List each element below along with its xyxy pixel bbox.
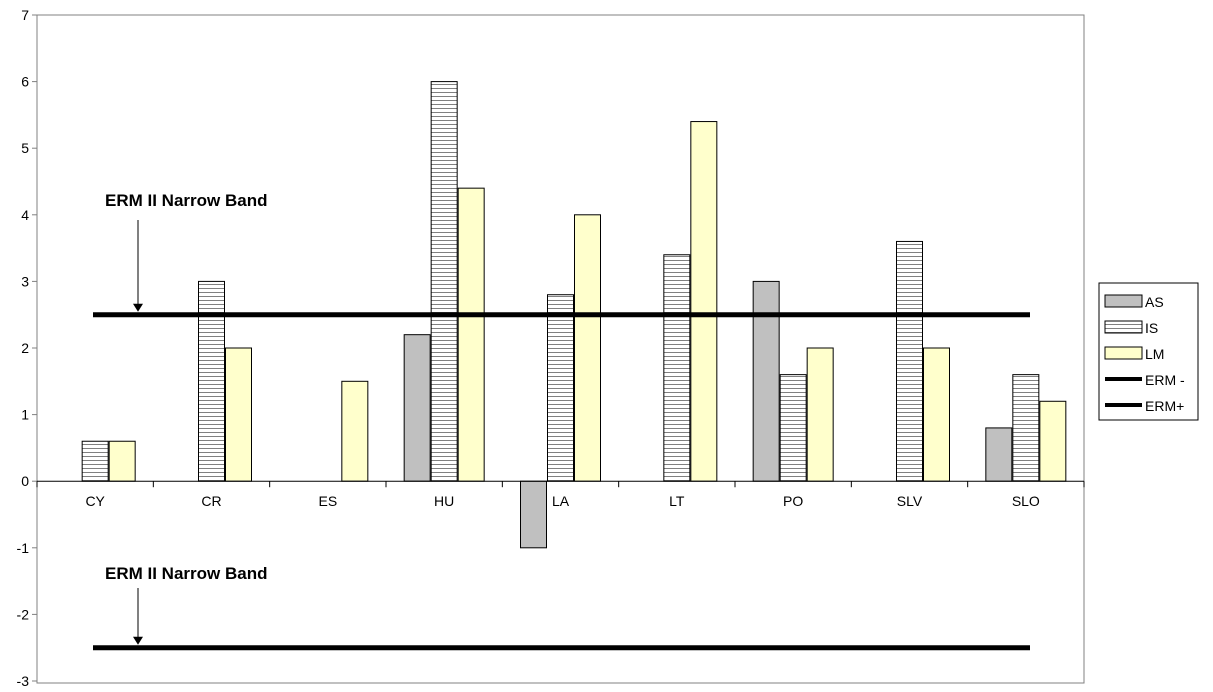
legend-swatch-as	[1104, 294, 1143, 308]
bar-lm-hu	[457, 187, 485, 482]
bar-is-hu	[430, 81, 458, 482]
bar-lm-lt	[690, 121, 718, 482]
y-tick-label: 6	[21, 74, 29, 90]
x-tick-label: LA	[552, 493, 570, 509]
bar-as-po	[752, 280, 780, 482]
bar-is-slv	[896, 240, 923, 482]
bar-as-la	[520, 480, 547, 549]
plot-area	[36, 14, 1085, 684]
x-tick-label: HU	[434, 493, 454, 509]
x-tick-label: CR	[201, 493, 221, 509]
legend-swatch-lm	[1104, 346, 1143, 360]
legend-label: AS	[1145, 294, 1164, 310]
y-tick-label: 5	[21, 140, 29, 156]
bar-is-slo	[1012, 374, 1040, 482]
bar-as-slo	[985, 427, 1013, 482]
y-tick-label: -2	[17, 606, 30, 622]
y-tick-label: 3	[21, 273, 29, 289]
bar-is-po	[779, 374, 807, 482]
bar-lm-cy	[108, 440, 136, 482]
bar-is-la	[547, 294, 574, 482]
x-tick-label: PO	[783, 493, 803, 509]
x-tick-label: SLV	[897, 493, 923, 509]
bar-lm-es	[341, 380, 369, 482]
x-tick-label: SLO	[1012, 493, 1040, 509]
bar-lm-po	[806, 347, 834, 482]
legend-label: ERM+	[1145, 398, 1184, 414]
annotation-arrowhead	[133, 303, 143, 312]
annotation-erm-narrow-band: ERM II Narrow Band	[105, 191, 267, 210]
y-tick-label: -1	[17, 540, 30, 556]
y-tick-label: 1	[21, 407, 29, 423]
y-tick-label: 7	[21, 7, 29, 23]
y-tick-label: 2	[21, 340, 29, 356]
x-tick-label: LT	[669, 493, 685, 509]
bar-lm-la	[574, 214, 601, 482]
legend-swatch-is	[1104, 320, 1143, 334]
bar-is-lt	[663, 254, 691, 482]
y-tick-label: 0	[21, 473, 29, 489]
legend-label: IS	[1145, 320, 1158, 336]
bar-is-cr	[198, 280, 225, 482]
legend-label: ERM -	[1145, 372, 1185, 388]
bar-is-cy	[81, 440, 109, 482]
x-tick-label: CY	[85, 493, 105, 509]
legend-label: LM	[1145, 346, 1164, 362]
bar-lm-cr	[225, 347, 252, 482]
bar-as-hu	[403, 334, 431, 482]
annotation-arrowhead	[133, 636, 143, 645]
bar-lm-slv	[923, 347, 950, 482]
x-tick-label: ES	[318, 493, 337, 509]
y-tick-label: 4	[21, 207, 29, 223]
bar-lm-slo	[1039, 400, 1067, 482]
y-tick-label: -3	[17, 673, 30, 689]
annotation-erm-narrow-band: ERM II Narrow Band	[105, 564, 267, 583]
